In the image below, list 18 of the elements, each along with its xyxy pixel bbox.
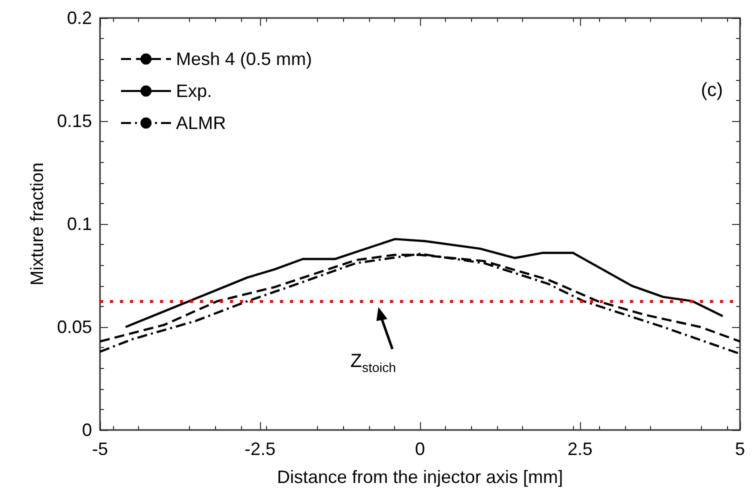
annotation: Z$_{stoich}$ xyxy=(350,351,396,375)
legend-label: Exp. xyxy=(176,81,212,101)
x-axis-title: Distance from the injector axis [mm] xyxy=(276,467,564,487)
y-tick-label: 0.05 xyxy=(56,317,92,337)
x-tick-label: -2.5 xyxy=(244,439,276,459)
x-tick-label: 0 xyxy=(414,439,426,459)
y-tick-label: 0.15 xyxy=(56,111,92,131)
y-tick-label: 0.2 xyxy=(66,8,92,28)
line-series xyxy=(124,238,724,328)
y-tick-label: 0.1 xyxy=(66,214,92,234)
annotation: (c) xyxy=(700,80,723,102)
legend-label: ALMR xyxy=(176,113,226,133)
x-tick-label: -5 xyxy=(92,439,108,459)
x-tick-label: 5 xyxy=(734,439,746,459)
y-tick-label: 0 xyxy=(82,420,92,440)
legend-label: Mesh 4 (0.5 mm) xyxy=(176,49,312,69)
x-tick-label: 2.5 xyxy=(567,439,593,459)
y-axis-title: Mixture fraction xyxy=(27,162,48,286)
